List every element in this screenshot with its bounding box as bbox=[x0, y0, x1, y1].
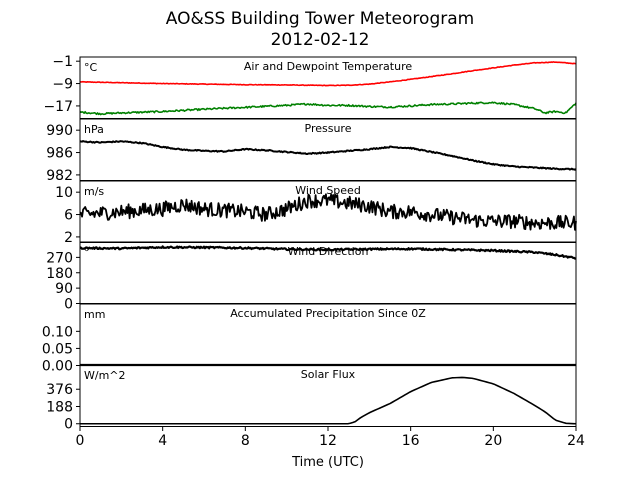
panel-4-ytick-label-2: 0.00 bbox=[42, 359, 73, 375]
panel-1-ytick-label-0: 990 bbox=[46, 123, 73, 139]
panel-0-title: Air and Dewpoint Temperature bbox=[244, 60, 412, 73]
panel-3-series-0 bbox=[79, 245, 577, 260]
panel-3-title: Wind Direction bbox=[288, 245, 369, 258]
panel-1-unit: hPa bbox=[84, 123, 104, 136]
panel-3-ytick-label-3: 0 bbox=[64, 297, 73, 313]
x-tick-label-0: 0 bbox=[76, 433, 85, 449]
panel-3-ytick-label-2: 90 bbox=[55, 281, 73, 297]
panel-3-unit: ° bbox=[84, 246, 90, 259]
panel-3-ytick-label-0: 270 bbox=[46, 250, 73, 266]
panels-group: −1 −9 −17 Air and Dewpoint Temperature °C 990… bbox=[42, 54, 577, 433]
panel-1: 990 986 982 Pressure hPa bbox=[46, 118, 577, 184]
chart-title-line1: AO&SS Building Tower Meteorogram bbox=[166, 9, 474, 29]
panel-2-ytick-label-0: 10 bbox=[55, 185, 73, 201]
chart-title-line2: 2012-02-12 bbox=[271, 30, 370, 50]
x-axis-label: Time (UTC) bbox=[291, 455, 364, 470]
panel-1-title: Pressure bbox=[305, 122, 352, 135]
x-tick-label-5: 20 bbox=[484, 433, 502, 449]
x-tick-label-6: 24 bbox=[567, 433, 585, 449]
panel-4-title: Accumulated Precipitation Since 0Z bbox=[230, 307, 426, 320]
panel-1-series-0 bbox=[79, 140, 577, 171]
panel-1-ytick-label-2: 982 bbox=[46, 168, 73, 184]
x-tick-label-4: 16 bbox=[402, 433, 420, 449]
panel-2: 10 6 2 Wind Speed m/s bbox=[55, 180, 577, 246]
panel-0: −1 −9 −17 Air and Dewpoint Temperature °C bbox=[43, 54, 577, 119]
x-tick-label-1: 4 bbox=[158, 433, 167, 449]
panel-5-ytick-label-2: 0 bbox=[64, 417, 73, 433]
panel-2-title: Wind Speed bbox=[295, 184, 361, 197]
x-axis: 0 4 8 12 16 20 24 bbox=[76, 426, 585, 449]
panel-2-series-0 bbox=[79, 193, 577, 231]
panel-0-ytick-label-1: −9 bbox=[52, 77, 73, 93]
panel-3-ytick-label-1: 180 bbox=[46, 266, 73, 282]
panel-2-unit: m/s bbox=[84, 185, 104, 198]
panel-5-unit: W/m^2 bbox=[84, 369, 126, 382]
panel-0-ytick-label-0: −1 bbox=[52, 54, 73, 70]
panel-4-unit: mm bbox=[84, 308, 105, 321]
panel-0-unit: °C bbox=[84, 61, 98, 74]
panel-5-ytick-label-1: 188 bbox=[46, 399, 73, 415]
panel-0-series-0 bbox=[79, 61, 577, 87]
panel-4-ytick-label-0: 0.10 bbox=[42, 324, 73, 340]
panel-4: 0.100.05 0.00 Accumulated Precipitation Si… bbox=[42, 303, 577, 375]
x-tick-label-3: 12 bbox=[319, 433, 337, 449]
panel-1-ytick-label-1: 986 bbox=[46, 146, 73, 162]
panel-5-series-0 bbox=[80, 376, 577, 425]
panel-2-ytick-label-1: 6 bbox=[64, 208, 73, 224]
panel-0-ytick-label-2: −17 bbox=[43, 99, 73, 115]
x-tick-label-2: 8 bbox=[241, 433, 250, 449]
panel-5-title: Solar Flux bbox=[301, 368, 356, 381]
panel-4-ytick-label-1: 0.05 bbox=[42, 341, 73, 357]
panel-5-ytick-label-0: 376 bbox=[46, 382, 73, 398]
panel-0-series-1 bbox=[79, 101, 577, 116]
panel-2-ytick-label-2: 2 bbox=[64, 230, 73, 246]
